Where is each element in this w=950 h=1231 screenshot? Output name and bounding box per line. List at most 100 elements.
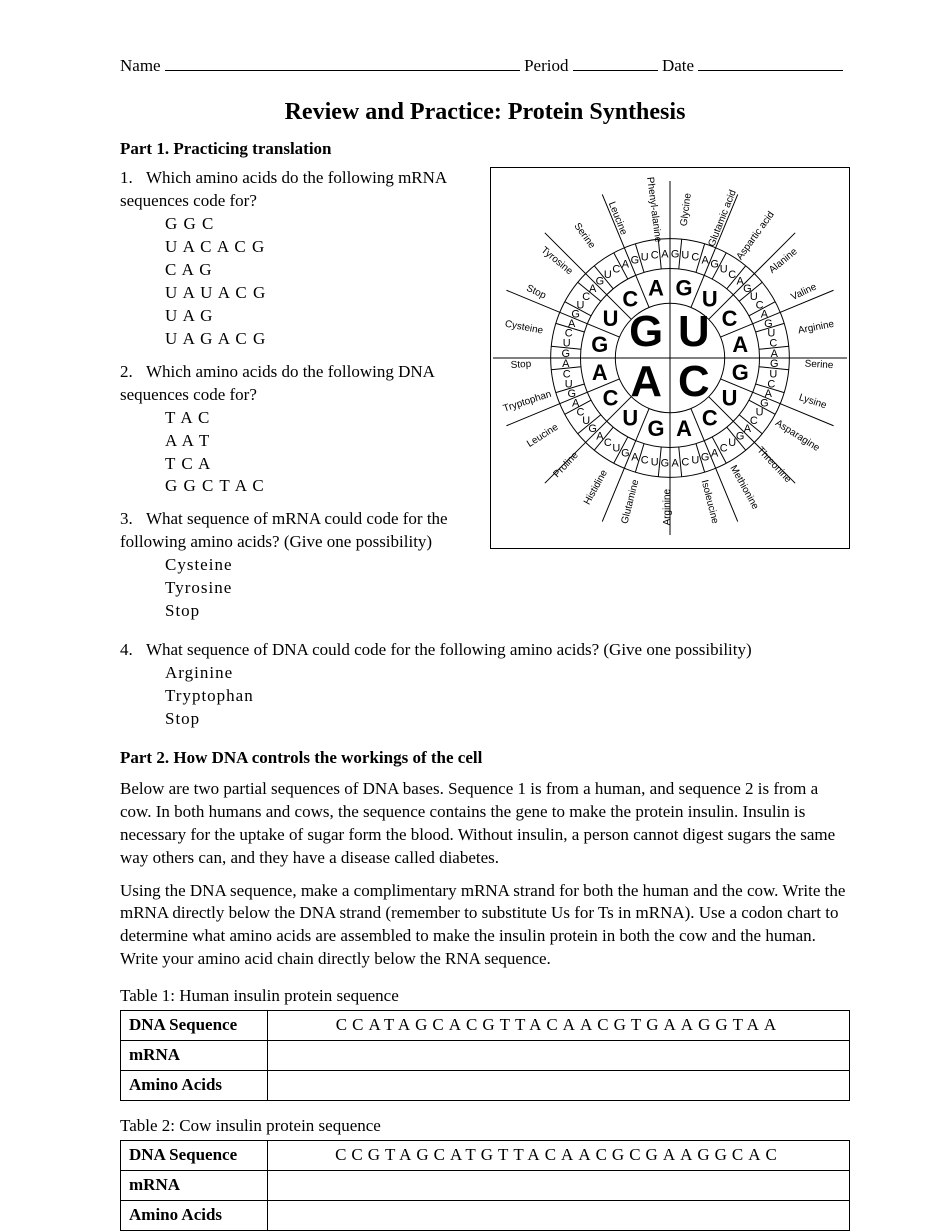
table1-mrna-blank[interactable] — [268, 1041, 850, 1071]
svg-text:Arginine: Arginine — [662, 489, 673, 526]
svg-text:A: A — [711, 448, 719, 460]
q3-seq-0: Cysteine — [165, 554, 472, 577]
svg-text:U: U — [651, 457, 659, 469]
svg-text:C: C — [604, 437, 612, 449]
table-row: Amino Acids — [121, 1071, 850, 1101]
svg-text:U: U — [604, 269, 612, 281]
svg-text:Isoleucine: Isoleucine — [699, 479, 721, 526]
svg-text:Serine: Serine — [571, 221, 597, 251]
svg-text:U: U — [603, 306, 619, 331]
page-title: Review and Practice: Protein Synthesis — [120, 96, 850, 128]
svg-text:G: G — [661, 458, 670, 470]
table1-dna-value: CCATAGCACGTTACAACGTGAAGGTAA — [268, 1011, 850, 1041]
q4-seq-2: Stop — [165, 708, 850, 731]
svg-text:A: A — [661, 249, 669, 261]
svg-text:G: G — [671, 249, 680, 261]
svg-text:A: A — [630, 357, 662, 406]
part2-para2: Using the DNA sequence, make a complimen… — [120, 880, 850, 972]
q4-seq-1: Tryptophan — [165, 685, 850, 708]
codon-wheel-diagram: G U A C GUCAGUCAGUCAGUCA GUCAGUCAGUCAGUC… — [490, 167, 850, 549]
svg-text:Histidine: Histidine — [582, 468, 610, 507]
table-row: DNA Sequence CCATAGCACGTTACAACGTGAAGGTAA — [121, 1011, 850, 1041]
table1-mrna-label: mRNA — [121, 1041, 268, 1071]
svg-text:G: G — [631, 255, 640, 267]
svg-text:U: U — [702, 287, 718, 312]
svg-text:A: A — [622, 259, 630, 271]
q1-text: Which amino acids do the following mRNA … — [120, 168, 446, 210]
svg-text:A: A — [648, 276, 664, 301]
q2-seq-0: T A C — [165, 407, 472, 430]
svg-text:Tyrosine: Tyrosine — [539, 245, 575, 278]
table-row: mRNA — [121, 1170, 850, 1200]
svg-text:Proline: Proline — [551, 450, 581, 480]
q1-seq-2: C A G — [165, 259, 472, 282]
svg-text:Leucine: Leucine — [606, 200, 629, 237]
q1-seq-4: U A G — [165, 305, 472, 328]
q2-seq-2: T C A — [165, 453, 472, 476]
table2-aa-label: Amino Acids — [121, 1200, 268, 1230]
q2-seq-3: G G C T A C — [165, 475, 472, 498]
q1-seq-1: U A C A C G — [165, 236, 472, 259]
table-row: DNA Sequence CCGTAGCATGTTACAACGCGAAGGCAC — [121, 1140, 850, 1170]
svg-text:A: A — [592, 360, 608, 385]
svg-text:Serine: Serine — [804, 359, 834, 372]
svg-text:G: G — [675, 276, 692, 301]
svg-text:G: G — [732, 360, 749, 385]
svg-text:G: G — [591, 332, 608, 357]
name-label: Name — [120, 56, 161, 75]
table1: DNA Sequence CCATAGCACGTTACAACGTGAAGGTAA… — [120, 1010, 850, 1101]
svg-text:C: C — [722, 306, 738, 331]
svg-text:Phenyl-alanine: Phenyl-alanine — [644, 177, 663, 244]
q4-number: 4. — [120, 639, 142, 662]
question-3: 3. What sequence of mRNA could code for … — [120, 508, 472, 623]
table1-aa-blank[interactable] — [268, 1071, 850, 1101]
q2-text: Which amino acids do the following DNA s… — [120, 362, 434, 404]
svg-text:C: C — [691, 252, 699, 264]
svg-text:G: G — [648, 416, 665, 441]
questions-column: 1. Which amino acids do the following mR… — [120, 167, 472, 633]
svg-text:Alanine: Alanine — [767, 246, 800, 276]
svg-text:C: C — [681, 457, 689, 469]
table2-mrna-blank[interactable] — [268, 1170, 850, 1200]
part1-heading: Part 1. Practicing translation — [120, 138, 850, 161]
q1-seq-3: U A U A C G — [165, 282, 472, 305]
svg-text:Threonine: Threonine — [755, 445, 794, 485]
table2-mrna-label: mRNA — [121, 1170, 268, 1200]
svg-text:U: U — [691, 455, 699, 467]
q1-seq-5: U A G A C G — [165, 328, 472, 351]
question-1: 1. Which amino acids do the following mR… — [120, 167, 472, 351]
q4-text: What sequence of DNA could code for the … — [146, 640, 752, 659]
svg-text:C: C — [651, 250, 659, 262]
table1-aa-label: Amino Acids — [121, 1071, 268, 1101]
part2-para1: Below are two partial sequences of DNA b… — [120, 778, 850, 870]
date-label: Date — [662, 56, 694, 75]
svg-text:Asparagine: Asparagine — [773, 418, 822, 454]
q3-seq-1: Tyrosine — [165, 577, 472, 600]
table2: DNA Sequence CCGTAGCATGTTACAACGCGAAGGCAC… — [120, 1140, 850, 1231]
svg-text:Cysteine: Cysteine — [504, 319, 545, 337]
svg-text:Tryptophan: Tryptophan — [502, 389, 553, 415]
part1-two-column: 1. Which amino acids do the following mR… — [120, 167, 850, 633]
table2-dna-value: CCGTAGCATGTTACAACGCGAAGGCAC — [268, 1140, 850, 1170]
svg-text:A: A — [744, 423, 752, 435]
svg-text:C: C — [702, 406, 718, 431]
q2-seq-1: A A T — [165, 430, 472, 453]
svg-text:Glutamine: Glutamine — [620, 478, 642, 525]
q1-seq-0: G G C — [165, 213, 472, 236]
svg-text:U: U — [722, 386, 738, 411]
svg-text:C: C — [728, 269, 736, 281]
period-blank[interactable] — [573, 70, 658, 71]
date-blank[interactable] — [698, 70, 843, 71]
svg-text:A: A — [596, 431, 604, 443]
svg-text:A: A — [671, 458, 679, 470]
part2-heading: Part 2. How DNA controls the workings of… — [120, 747, 850, 770]
table2-aa-blank[interactable] — [268, 1200, 850, 1230]
svg-text:C: C — [750, 415, 758, 427]
worksheet-page: Name Period Date Review and Practice: Pr… — [0, 0, 950, 1230]
q3-text: What sequence of mRNA could code for the… — [120, 509, 448, 551]
q4-seq-0: Arginine — [165, 662, 850, 685]
svg-text:C: C — [641, 455, 649, 467]
svg-text:G: G — [710, 259, 719, 271]
svg-text:A: A — [676, 416, 692, 441]
name-blank[interactable] — [165, 70, 520, 71]
